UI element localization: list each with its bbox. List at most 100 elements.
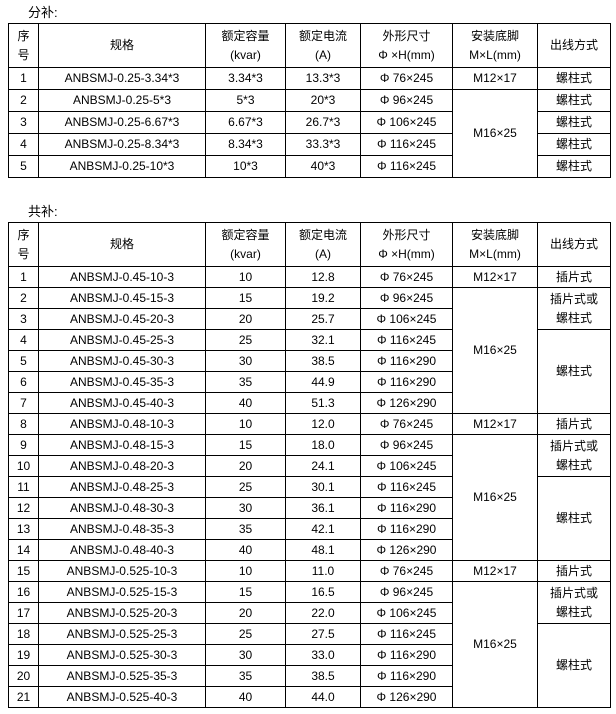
cell-spec: ANBSMJ-0.48-30-3 [38, 497, 206, 519]
cell-mounting: M12×17 [452, 266, 538, 288]
cell-capacity: 6.67*3 [205, 111, 286, 134]
cell-spec: ANBSMJ-0.25-6.67*3 [38, 111, 206, 134]
cell-outlet: 螺柱式 [537, 133, 611, 156]
cell-seq: 10 [8, 455, 39, 477]
cell-capacity: 10 [205, 266, 286, 288]
cell-dimensions: Φ 116×290 [360, 497, 453, 519]
header-row: 序号规格 额定容量 (kvar) 额定电流 (A) 外形尺寸 Φ ×H(mm) 安装底脚 M×L… [8, 222, 611, 267]
header-outlet: 出线方式 [537, 222, 611, 267]
cell-dimensions: Φ 116×245 [360, 623, 453, 645]
section-title-fenbu: 分补: [28, 5, 58, 20]
header-mounting: 安装底脚 M×L(mm) [452, 23, 538, 68]
cell-spec: ANBSMJ-0.48-40-3 [38, 539, 206, 561]
header-capacity: 额定容量 (kvar) [205, 23, 286, 68]
cell-capacity: 3.34*3 [205, 67, 286, 90]
cell-seq: 6 [8, 371, 39, 393]
cell-mounting: M16×25 [452, 89, 538, 178]
cell-current: 12.8 [285, 266, 361, 288]
header-row: 序号规格 额定容量 (kvar) 额定电流 (A) 外形尺寸 Φ ×H(mm) 安装底脚 M×L… [8, 23, 611, 68]
cell-capacity: 20 [205, 308, 286, 330]
cell-seq: 2 [8, 287, 39, 309]
table-row: 14 ANBSMJ-0.48-40-3 40 48.1 Φ 126×290 [8, 539, 611, 561]
cell-seq: 3 [8, 308, 39, 330]
cell-capacity: 20 [205, 455, 286, 477]
cell-dimensions: Φ 126×290 [360, 686, 453, 708]
cell-current: 11.0 [285, 560, 361, 582]
cell-current: 44.0 [285, 686, 361, 708]
cell-dimensions: Φ 76×245 [360, 413, 453, 435]
cell-capacity: 8.34*3 [205, 133, 286, 156]
section-title-gongbu: 共补: [28, 204, 58, 219]
cell-dimensions: Φ 106×245 [360, 111, 453, 134]
cell-dimensions: Φ 96×245 [360, 434, 453, 456]
cell-dimensions: Φ 126×290 [360, 392, 453, 414]
cell-dimensions: Φ 106×245 [360, 602, 453, 624]
header-outlet: 出线方式 [537, 23, 611, 68]
cell-current: 33.0 [285, 644, 361, 666]
table-row: 10 ANBSMJ-0.48-20-3 20 24.1 Φ 106×245 [8, 455, 611, 477]
cell-seq: 12 [8, 497, 39, 519]
cell-dimensions: Φ 76×245 [360, 67, 453, 90]
cell-current: 36.1 [285, 497, 361, 519]
cell-outlet: 螺柱式 [537, 111, 611, 134]
cell-seq: 16 [8, 581, 39, 603]
cell-spec: ANBSMJ-0.525-25-3 [38, 623, 206, 645]
cell-capacity: 20 [205, 602, 286, 624]
cell-capacity: 5*3 [205, 89, 286, 112]
cell-capacity: 40 [205, 392, 286, 414]
cell-capacity: 25 [205, 329, 286, 351]
cell-capacity: 10 [205, 560, 286, 582]
table-row: 15 ANBSMJ-0.525-10-3 10 11.0 Φ 76×245 M12×17 插… [8, 560, 611, 582]
cell-capacity: 35 [205, 665, 286, 687]
cell-spec: ANBSMJ-0.45-30-3 [38, 350, 206, 372]
cell-spec: ANBSMJ-0.525-30-3 [38, 644, 206, 666]
cell-current: 38.5 [285, 350, 361, 372]
cell-current: 48.1 [285, 539, 361, 561]
cell-current: 30.1 [285, 476, 361, 498]
cell-dimensions: Φ 106×245 [360, 308, 453, 330]
cell-current: 24.1 [285, 455, 361, 477]
cell-capacity: 25 [205, 476, 286, 498]
cell-outlet: 螺柱式 [537, 89, 611, 112]
cell-spec: ANBSMJ-0.48-35-3 [38, 518, 206, 540]
cell-seq: 5 [8, 155, 39, 178]
cell-current: 27.5 [285, 623, 361, 645]
header-spec: 规格 [38, 222, 206, 267]
cell-spec: ANBSMJ-0.25-8.34*3 [38, 133, 206, 156]
table-row: 9 ANBSMJ-0.48-15-3 15 18.0 Φ 96×245 M16×25 插片式… [8, 434, 611, 561]
cell-dimensions: Φ 76×245 [360, 266, 453, 288]
cell-current: 18.0 [285, 434, 361, 456]
cell-capacity: 10 [205, 413, 286, 435]
header-seq: 序号 [8, 222, 39, 267]
cell-spec: ANBSMJ-0.525-20-3 [38, 602, 206, 624]
cell-mounting: M16×25 [452, 287, 538, 414]
table-row: 12 ANBSMJ-0.48-30-3 30 36.1 Φ 116×290 [8, 497, 611, 519]
cell-seq: 19 [8, 644, 39, 666]
table-row: 2 ANBSMJ-0.45-15-3 15 19.2 Φ 96×245 M16×25 插片式… [8, 287, 611, 414]
cell-current: 26.7*3 [285, 111, 361, 134]
table-row: 11 ANBSMJ-0.48-25-3 25 30.1 Φ 116×245 螺柱式 [8, 476, 611, 561]
cell-spec: ANBSMJ-0.45-40-3 [38, 392, 206, 414]
cell-spec: ANBSMJ-0.45-20-3 [38, 308, 206, 330]
cell-capacity: 15 [205, 434, 286, 456]
cell-current: 40*3 [285, 155, 361, 178]
gongbu-spec-table: 序号规格 额定容量 (kvar) 额定电流 (A) 外形尺寸 Φ ×H(mm) 安装底脚 M×L… [8, 222, 611, 708]
cell-outlet: 插片式 [537, 413, 611, 435]
header-spec: 规格 [38, 23, 206, 68]
cell-dimensions: Φ 96×245 [360, 89, 453, 112]
cell-current: 16.5 [285, 581, 361, 603]
cell-seq: 9 [8, 434, 39, 456]
cell-spec: ANBSMJ-0.525-15-3 [38, 581, 206, 603]
cell-dimensions: Φ 116×245 [360, 329, 453, 351]
cell-spec: ANBSMJ-0.48-25-3 [38, 476, 206, 498]
table-row: 19 ANBSMJ-0.525-30-3 30 33.0 Φ 116×290 [8, 644, 611, 666]
cell-capacity: 35 [205, 371, 286, 393]
cell-current: 38.5 [285, 665, 361, 687]
header-dimensions: 外形尺寸 Φ ×H(mm) [360, 23, 453, 68]
cell-spec: ANBSMJ-0.525-40-3 [38, 686, 206, 708]
cell-mounting: M16×25 [452, 434, 538, 561]
header-mounting: 安装底脚 M×L(mm) [452, 222, 538, 267]
cell-current: 22.0 [285, 602, 361, 624]
table-row: 6 ANBSMJ-0.45-35-3 35 44.9 Φ 116×290 [8, 371, 611, 393]
cell-outlet: 螺柱式 [537, 476, 611, 561]
